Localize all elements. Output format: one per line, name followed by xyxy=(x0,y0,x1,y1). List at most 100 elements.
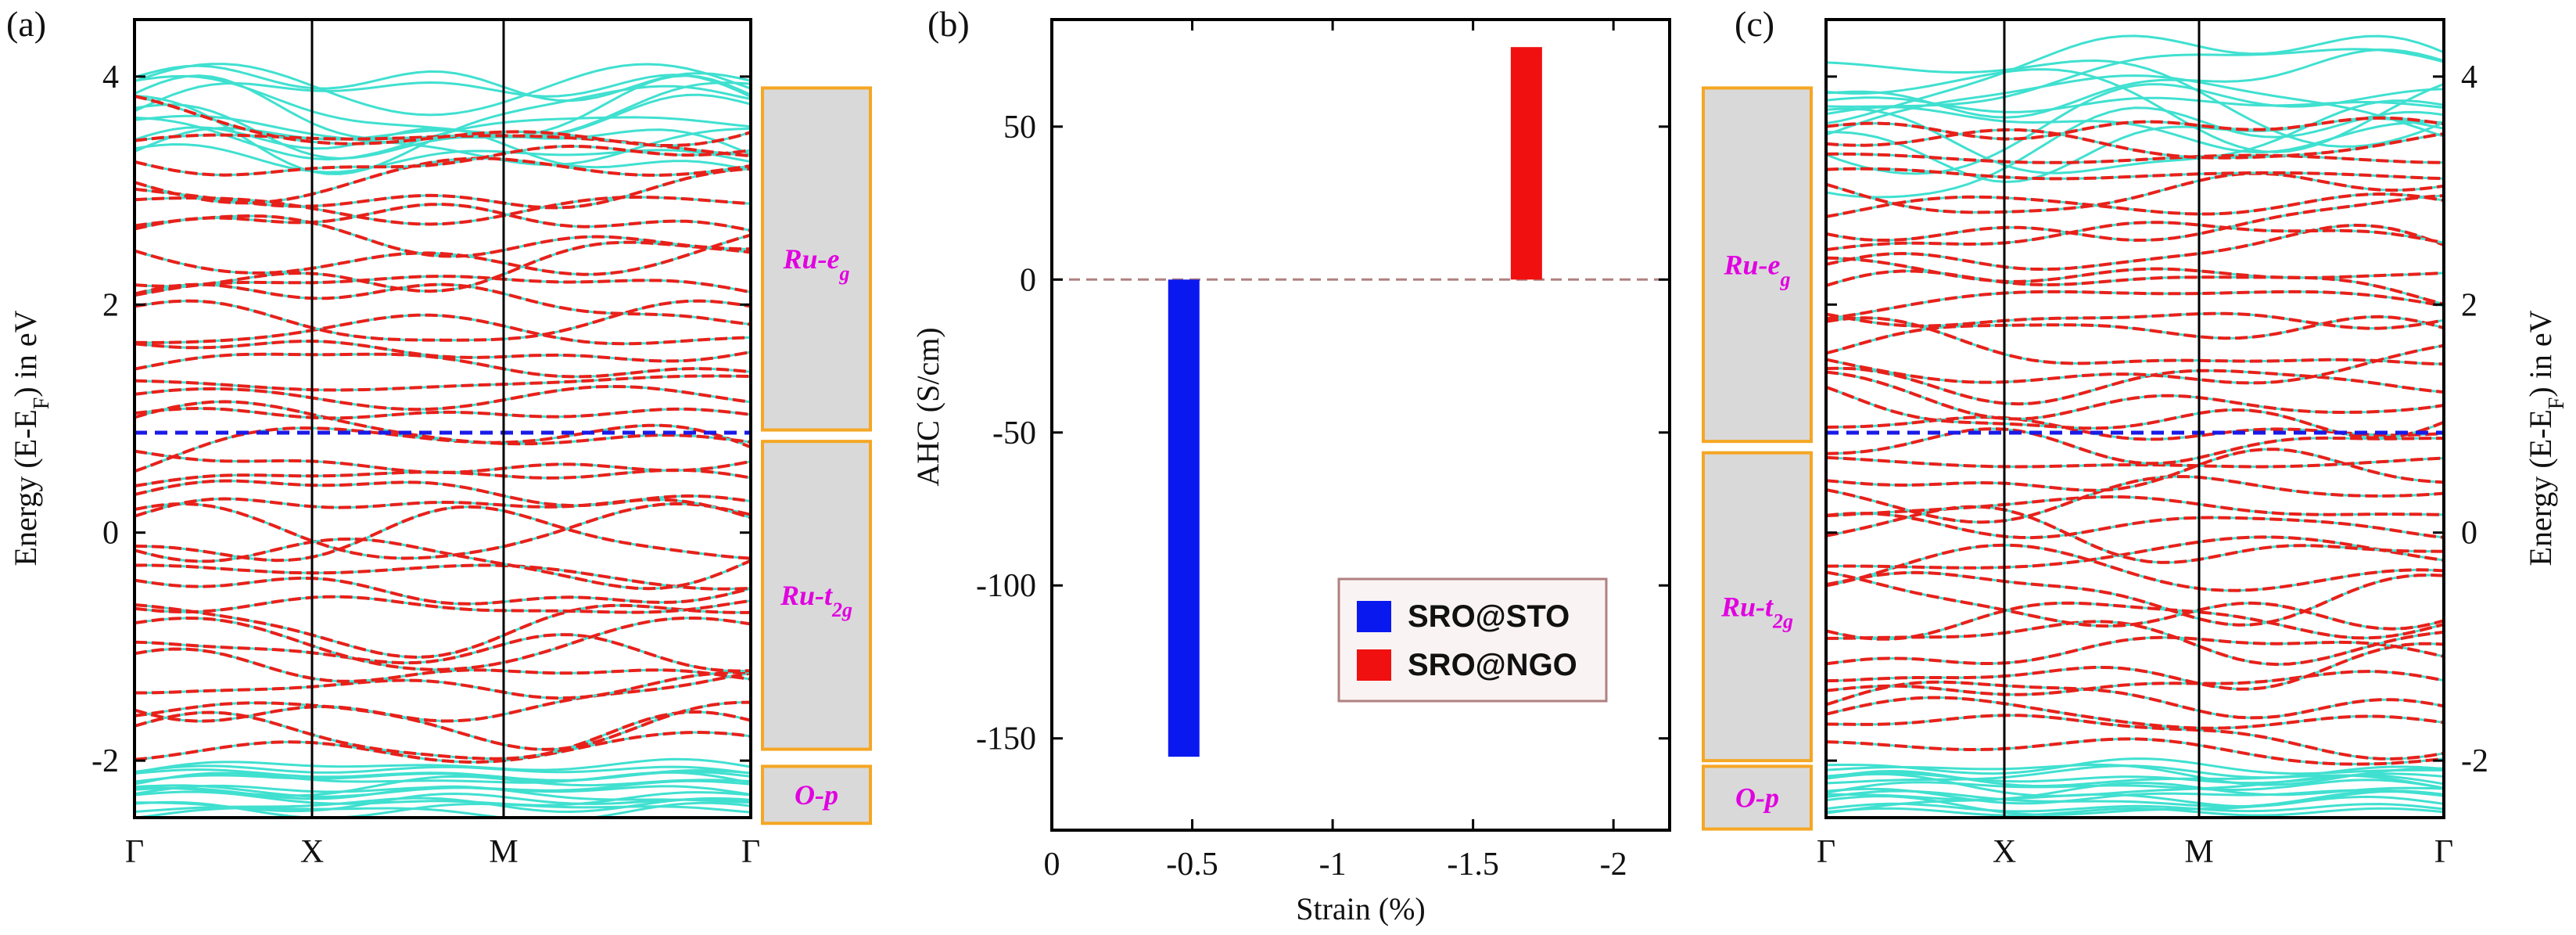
band-line-dashed xyxy=(135,400,751,446)
band-line-dashed xyxy=(1826,535,2444,570)
band-line xyxy=(1826,167,2444,180)
band-line-dashed xyxy=(1826,194,2444,243)
panel-b-legend: SRO@STO SRO@NGO xyxy=(1337,577,1608,703)
band-line-dashed xyxy=(1826,680,2444,720)
x-tick-label: 0 xyxy=(1044,847,1060,883)
band-line-dashed xyxy=(135,156,751,205)
band-line-high xyxy=(135,142,751,174)
band-line-dashed xyxy=(135,275,751,297)
band-line-dashed xyxy=(1826,256,2444,283)
band-line xyxy=(135,563,751,591)
panel-c-y-ticks: 4 2 0 -2 xyxy=(1826,59,2488,779)
band-line-high xyxy=(1826,106,2444,199)
band-line-high xyxy=(1826,68,2444,153)
x-tick-label: -1 xyxy=(1319,847,1347,883)
legend-swatch xyxy=(1357,649,1391,681)
band-line-dashed xyxy=(1826,315,2444,355)
y-tick-label: 0 xyxy=(102,516,119,552)
band-line-dashed xyxy=(135,603,751,660)
k-point-label: Γ xyxy=(2434,834,2453,870)
band-line-dashed xyxy=(135,214,751,258)
band-line-dashed xyxy=(1826,221,2444,252)
panel-b-ylabel: AHC (S/cm) xyxy=(910,327,945,486)
band-line-op xyxy=(135,790,751,807)
y-tick-label: 0 xyxy=(2461,516,2477,552)
y-tick-label: -150 xyxy=(976,721,1036,757)
band-line xyxy=(1826,737,2444,766)
band-line xyxy=(135,407,751,419)
k-point-label: M xyxy=(2184,834,2213,870)
band-line xyxy=(135,617,751,671)
band-line-op xyxy=(135,792,751,813)
legend-box xyxy=(1337,577,1608,703)
y-tick-label: -50 xyxy=(992,415,1036,451)
band-line-dashed xyxy=(135,352,751,379)
region-box xyxy=(761,440,872,751)
band-line-high xyxy=(135,74,751,138)
band-line xyxy=(1826,194,2444,242)
band-line-dashed xyxy=(1826,311,2444,330)
band-line-dashed xyxy=(1826,116,2444,141)
band-line xyxy=(135,701,751,751)
panel-b-x-ticks: 0 -0.5 -1 -1.5 -2 xyxy=(1044,20,1627,883)
band-line-high xyxy=(135,74,751,113)
x-tick-label: -0.5 xyxy=(1166,847,1218,883)
band-line-dashed xyxy=(1826,448,2444,492)
band-line-dashed xyxy=(135,710,751,761)
band-line xyxy=(1826,290,2444,320)
band-line-high xyxy=(135,64,751,102)
band-line-dashed xyxy=(1826,642,2444,691)
band-line-dashed xyxy=(1826,171,2444,214)
region-box xyxy=(1702,764,1813,831)
y-tick-label: 4 xyxy=(2461,59,2477,95)
band-line-dashed xyxy=(135,616,751,671)
band-line-op xyxy=(1826,757,2444,775)
band-line-dashed xyxy=(135,240,751,293)
band-line-dashed xyxy=(1826,289,2444,321)
band-line-dashed xyxy=(1826,512,2444,540)
legend-swatch xyxy=(1357,601,1391,632)
band-line-dashed xyxy=(135,576,751,606)
y-tick-label: -2 xyxy=(91,743,119,779)
band-line-op xyxy=(1826,795,2444,817)
y-tick-label: 2 xyxy=(2461,287,2477,323)
panel-b-bars xyxy=(1168,47,1542,757)
band-line-dashed xyxy=(1826,505,2444,564)
y-tick-label: 4 xyxy=(102,59,119,95)
band-line-dashed xyxy=(135,299,751,342)
band-line-dashed xyxy=(135,95,751,148)
panel-c-ylabel: Energy (E-EF) in eV xyxy=(2523,310,2569,566)
band-line-dashed xyxy=(135,730,751,764)
band-line-dashed xyxy=(1826,128,2444,160)
band-line-op xyxy=(1826,802,2444,813)
y-tick-label: 2 xyxy=(102,287,119,323)
band-line xyxy=(135,340,751,362)
band-line-dashed xyxy=(1826,152,2444,164)
panel-c-label: (c) xyxy=(1735,4,1774,44)
y-tick-label: 50 xyxy=(1003,110,1036,146)
panel-c-band-structure: (c) 4 2 0 -2 Γ X M Γ Energy (E-EF) in eV Ru-eg… xyxy=(1702,4,2569,870)
band-line-high xyxy=(1826,59,2444,148)
bar-sro-ngo xyxy=(1510,47,1542,280)
panel-a-y-ticks: 4 2 0 -2 xyxy=(91,59,751,779)
panel-a-label: (a) xyxy=(6,4,46,44)
k-point-label: Γ xyxy=(1817,834,1835,870)
band-line xyxy=(1826,315,2444,354)
region-label: O-p xyxy=(1735,782,1779,814)
band-line-dashed xyxy=(135,384,751,412)
band-line-dashed xyxy=(135,595,751,614)
panel-c-bands xyxy=(1826,34,2444,817)
band-line-dashed xyxy=(135,505,751,563)
band-line-dashed xyxy=(1826,570,2444,631)
band-line-high xyxy=(1826,99,2444,174)
k-point-label: X xyxy=(1993,834,2016,870)
band-line-op xyxy=(1826,782,2444,801)
band-line xyxy=(135,374,751,392)
panel-a-ylabel: Energy (E-EF) in eV xyxy=(8,310,54,566)
band-line-dashed xyxy=(135,671,751,700)
band-line-high xyxy=(135,63,751,117)
band-line-dashed xyxy=(1826,223,2444,272)
band-line-op xyxy=(135,757,751,774)
